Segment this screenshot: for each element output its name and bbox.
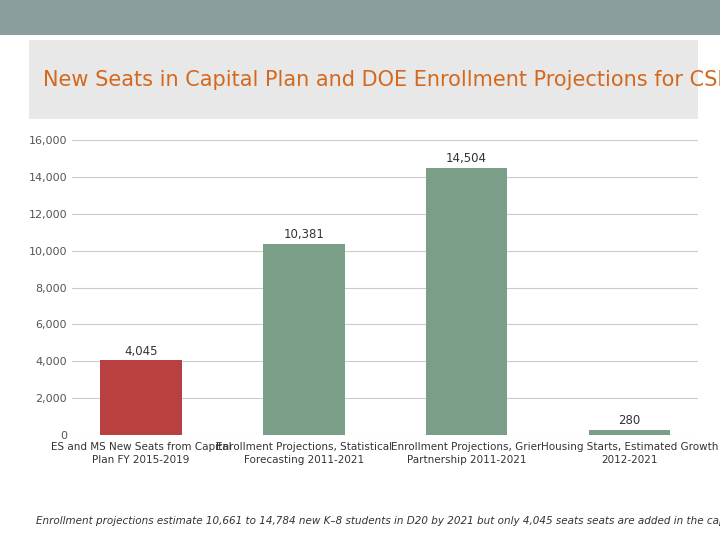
Text: 10,381: 10,381 xyxy=(284,228,324,241)
Bar xyxy=(264,244,345,435)
Text: New Seats in Capital Plan and DOE Enrollment Projections for CSD 20: New Seats in Capital Plan and DOE Enroll… xyxy=(43,70,720,90)
Bar xyxy=(426,168,507,435)
Text: 14,504: 14,504 xyxy=(446,152,487,165)
Bar xyxy=(588,429,670,435)
Text: 280: 280 xyxy=(618,414,640,427)
Text: Enrollment projections estimate 10,661 to 14,784 new K–8 students in D20 by 2021: Enrollment projections estimate 10,661 t… xyxy=(36,516,720,526)
Text: 4,045: 4,045 xyxy=(125,345,158,357)
Bar xyxy=(101,360,182,435)
